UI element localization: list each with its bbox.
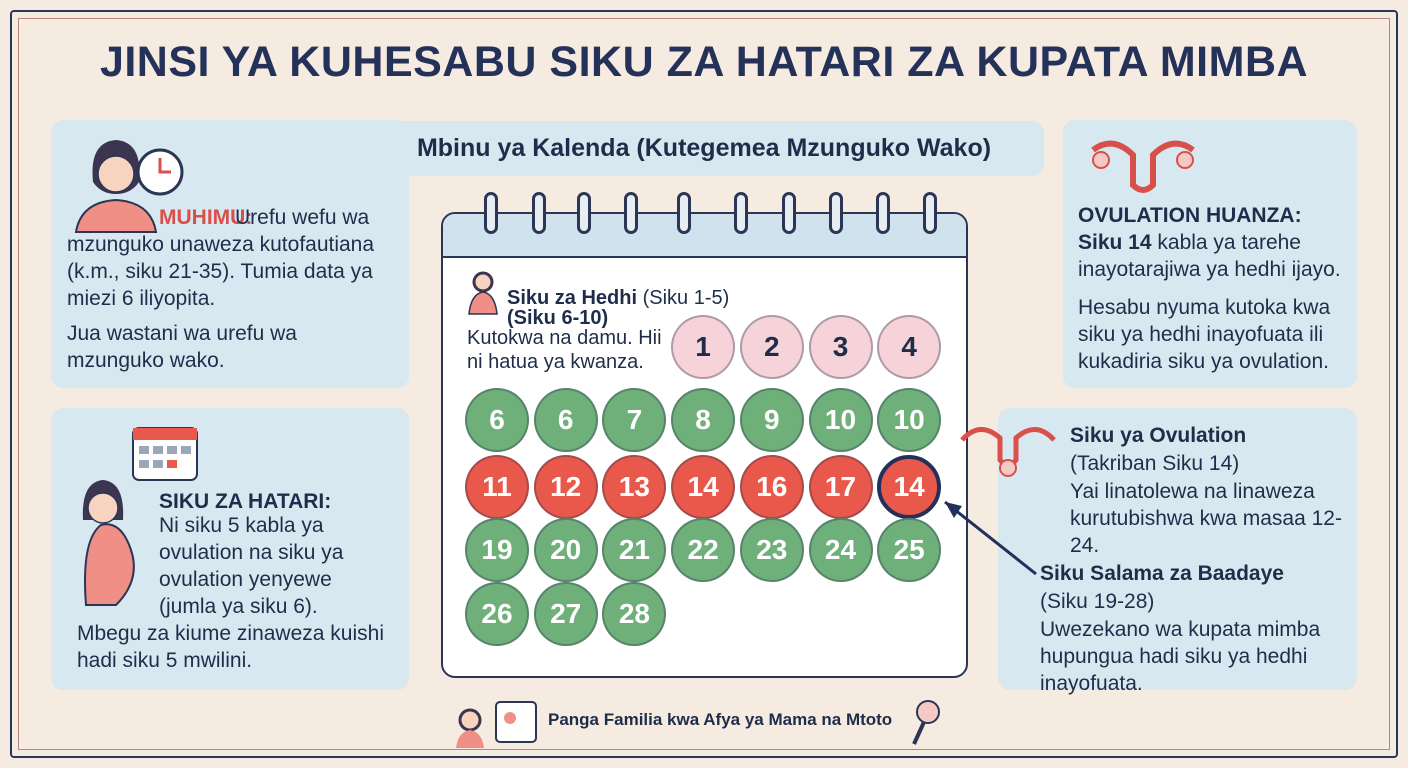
day-circle: 19 xyxy=(465,518,529,582)
day-circle: 26 xyxy=(465,582,529,646)
woman-icon xyxy=(468,271,498,315)
info-panel: Siku ya Ovulation (Takriban Siku 14) Yai… xyxy=(998,408,1357,695)
safe-title: Siku Salama za Baadaye xyxy=(1040,562,1284,585)
binder-ring xyxy=(829,192,843,234)
ovulation-range: (Takriban Siku 14) xyxy=(1070,452,1240,475)
binder-ring xyxy=(734,192,748,234)
binder-ring xyxy=(484,192,498,234)
note-text: Hesabu nyuma kutoka kwa siku ya hedhi in… xyxy=(1078,296,1331,373)
binder-ring xyxy=(923,192,937,234)
ovulation-title: Siku ya Ovulation xyxy=(1070,424,1247,447)
binder-ring xyxy=(782,192,796,234)
calendar-header: Mbinu ya Kalenda (Kutegemea Mzunguko Wak… xyxy=(364,121,1044,176)
ovulation-text: Yai linatolewa na linaweza kurutubishwa … xyxy=(1070,480,1342,557)
note-text: Jua wastani wa urefu wa mzunguko wako. xyxy=(67,322,297,372)
day-circle: 23 xyxy=(739,518,804,582)
day-circle: 27 xyxy=(533,582,598,646)
day-circle: 14 xyxy=(671,455,736,519)
day-circle: 25 xyxy=(877,518,942,582)
day-circle: 6 xyxy=(533,388,598,452)
frame xyxy=(10,10,1398,758)
label: MUHIMU: xyxy=(159,206,253,229)
binder-ring xyxy=(677,192,691,234)
day-circle: 4 xyxy=(877,315,942,379)
legend-range: (Siku 1-5) xyxy=(642,287,730,309)
day-circle: 14 xyxy=(877,455,942,519)
legend-range: (Siku 6-10) xyxy=(507,307,609,329)
day-circle: 10 xyxy=(877,388,942,452)
body-text: Urefu wefu wa mzunguko unaweza kutofauti… xyxy=(67,206,375,310)
uterus-icon xyxy=(1091,140,1195,193)
day-circle: 2 xyxy=(739,315,804,379)
title: JINSI YA KUHESABU SIKU ZA HATARI ZA KUPA… xyxy=(99,38,1309,86)
legend-title: Siku za Hedhi xyxy=(507,287,638,309)
label: SIKU ZA HATARI: xyxy=(159,490,332,513)
day-circle: 24 xyxy=(808,518,873,582)
woman-clock-icon xyxy=(74,140,184,233)
body-text: kabla ya tarehe inayotarajiwa ya hedhi i… xyxy=(1078,231,1341,281)
day-circle: 21 xyxy=(602,518,667,582)
day-circle: 10 xyxy=(808,388,873,452)
day-circle: 13 xyxy=(602,455,667,519)
pregnant-woman-icon xyxy=(82,427,198,606)
footer: Panga Familia kwa Afya ya Mama na Mtoto xyxy=(548,710,893,729)
day-circle: 16 xyxy=(739,455,804,519)
day-circle: 7 xyxy=(602,388,667,452)
safe-range: (Siku 19-28) xyxy=(1040,590,1155,613)
info-panel: MUHIMU: Urefu wefu wa mzunguko unaweza k… xyxy=(51,120,409,388)
day-circle: 11 xyxy=(465,455,529,519)
label: OVULATION HUANZA: xyxy=(1078,204,1302,227)
binder-ring xyxy=(876,192,890,234)
day-circle: 17 xyxy=(808,455,873,519)
day-circle: 28 xyxy=(602,582,667,646)
day-circle: 9 xyxy=(739,388,804,452)
day-circle: 6 xyxy=(465,388,529,452)
day-circle: 8 xyxy=(671,388,736,452)
safe-text: Uwezekano wa kupata mimba hupungua hadi … xyxy=(1040,618,1321,695)
binder-ring xyxy=(624,192,638,234)
body-text: Ni siku 5 kabla ya ovulation na siku ya … xyxy=(159,514,344,618)
day-circle: 20 xyxy=(533,518,598,582)
note-text: Mbegu za kiume zinaweza kuishi hadi siku… xyxy=(77,622,384,672)
binder-ring xyxy=(532,192,546,234)
day-text: Siku 14 xyxy=(1078,231,1152,254)
day-circle: 22 xyxy=(671,518,736,582)
legend-text: Kutokwa na damu. Hii ni hatua ya kwanza. xyxy=(467,327,662,373)
info-panel: OVULATION HUANZA: Siku 14 kabla ya tareh… xyxy=(1063,120,1357,388)
frame-inner xyxy=(18,18,1390,750)
day-circle: 12 xyxy=(533,455,598,519)
binder-ring xyxy=(577,192,591,234)
info-panel: SIKU ZA HATARI: Ni siku 5 kabla ya ovula… xyxy=(51,408,409,690)
day-circle: 3 xyxy=(808,315,873,379)
day-circle: 1 xyxy=(671,315,736,379)
